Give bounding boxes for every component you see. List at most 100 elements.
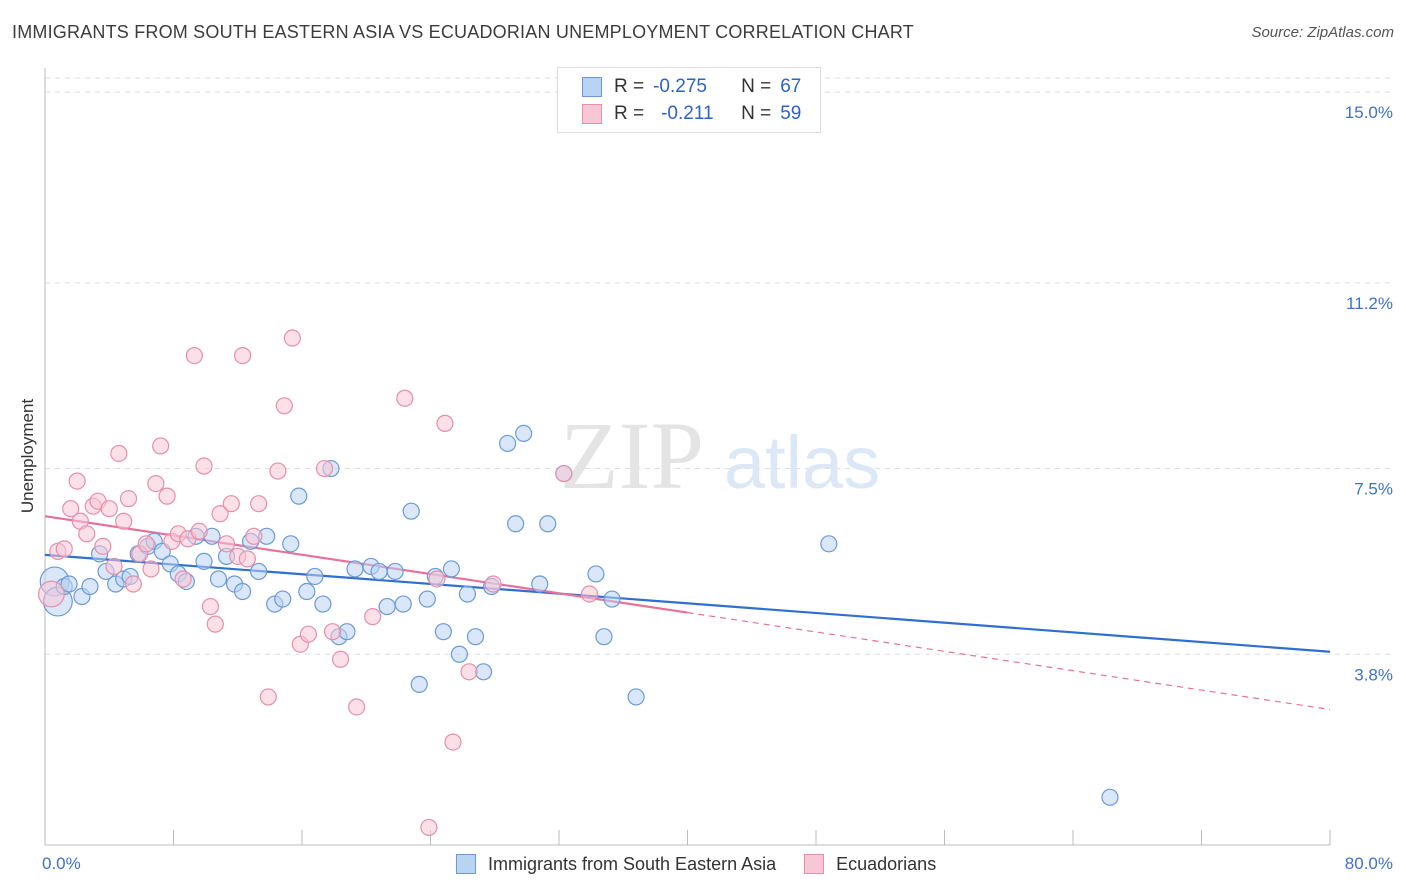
x-tick-label: 80.0% — [1345, 854, 1393, 873]
legend-label-pink: Ecuadorians — [836, 853, 937, 874]
blue-point — [314, 595, 332, 613]
pink-point — [428, 570, 446, 588]
source-credit: Source: ZipAtlas.com — [1251, 24, 1394, 41]
r-value: -0.275 — [653, 76, 707, 97]
pink-point — [222, 495, 240, 513]
pink-point — [436, 414, 454, 432]
blue-point — [499, 434, 517, 453]
n-value: 59 — [780, 103, 802, 124]
pink-point — [269, 462, 287, 480]
pink-point — [94, 537, 112, 555]
blue-point — [627, 688, 645, 706]
pink-point — [201, 597, 220, 616]
blue-point — [531, 575, 549, 593]
pink-point — [420, 818, 438, 837]
blue-point — [233, 582, 252, 601]
blue-point — [394, 595, 412, 613]
pink-point — [174, 570, 192, 588]
blue-point — [450, 645, 469, 663]
blue-point — [603, 590, 621, 608]
pink-point — [105, 557, 123, 576]
blue-point — [1101, 788, 1119, 806]
pink-point — [555, 464, 573, 483]
watermark-zip: ZIP — [560, 402, 704, 509]
pink-point — [460, 663, 478, 681]
n-value: 67 — [780, 76, 802, 97]
r-label: R = — [614, 76, 645, 97]
blue-point — [402, 502, 420, 520]
pink-point — [110, 444, 128, 463]
trend-lines — [44, 515, 1331, 711]
blue-point — [515, 424, 533, 443]
n-label: N = — [741, 103, 772, 124]
pink-point — [195, 457, 213, 475]
blue-point — [298, 582, 316, 601]
correlation-stats-box: R = -0.275 N = 67 R = -0.211 N = 59 — [557, 67, 821, 133]
chart-legend: Immigrants from South Eastern Asia Ecuad… — [456, 850, 964, 878]
pink-point — [315, 459, 334, 478]
pink-point — [217, 535, 236, 553]
blue-point — [60, 575, 78, 593]
blue-point — [290, 487, 308, 505]
r-value: -0.211 — [661, 103, 714, 124]
pink-point — [484, 575, 502, 593]
r-label: R = — [614, 103, 645, 124]
pink-point — [62, 500, 80, 518]
pink-point — [137, 535, 155, 553]
pink-point — [147, 474, 165, 493]
pink-point — [68, 472, 86, 490]
pink-point — [250, 495, 268, 513]
blue-point — [458, 585, 477, 603]
blue-point — [378, 597, 396, 616]
blue-point — [346, 560, 364, 578]
blue-point — [274, 590, 292, 608]
pink-point — [323, 623, 342, 641]
blue-point — [386, 562, 404, 581]
pink-point — [78, 525, 96, 543]
blue-point — [410, 675, 428, 693]
blue-point — [338, 623, 356, 641]
blue-point — [587, 565, 605, 583]
pink-point — [185, 347, 203, 365]
pink-trend-extension — [687, 612, 1331, 711]
pink-point — [238, 550, 256, 568]
pink-point — [275, 397, 293, 415]
pink-point — [206, 615, 224, 633]
blue-trend-line — [44, 553, 1331, 653]
pink-point — [152, 437, 170, 455]
blue-point — [507, 515, 525, 533]
pink-point — [331, 650, 350, 668]
blue-point — [820, 535, 838, 553]
legend-item-pink: Ecuadorians — [804, 854, 936, 875]
pink-point — [115, 512, 133, 530]
blue-point — [434, 623, 452, 641]
pink-point — [55, 540, 73, 558]
axes — [44, 68, 1331, 846]
pink-point — [283, 329, 301, 347]
blue-point — [595, 628, 613, 646]
pink-swatch — [582, 104, 602, 124]
pink-point — [38, 580, 65, 608]
legend-label-blue: Immigrants from South Eastern Asia — [488, 853, 777, 874]
x-tick-label: 0.0% — [42, 854, 81, 873]
chart-title: IMMIGRANTS FROM SOUTH EASTERN ASIA VS EC… — [12, 22, 914, 42]
legend-swatch-blue — [456, 854, 476, 874]
blue-point — [209, 570, 228, 588]
blue-point — [418, 590, 436, 608]
pink-point — [158, 487, 176, 505]
y-tick-label: 3.8% — [1354, 665, 1393, 684]
y-tick-label: 15.0% — [1345, 103, 1393, 122]
blue-point — [250, 562, 268, 581]
y-tick-label: 11.2% — [1346, 294, 1393, 313]
pink-point — [259, 688, 277, 706]
pink-point — [580, 585, 599, 603]
blue-point — [539, 515, 557, 533]
y-tick-label: 7.5% — [1354, 480, 1393, 499]
pink-point — [124, 575, 142, 593]
blue-point — [466, 628, 485, 646]
pink-point — [190, 522, 208, 540]
stats-row-pink: R = -0.211 N = 59 — [582, 101, 801, 127]
pink-point — [100, 500, 118, 518]
blue-point — [370, 562, 388, 581]
pink-point — [233, 347, 252, 365]
